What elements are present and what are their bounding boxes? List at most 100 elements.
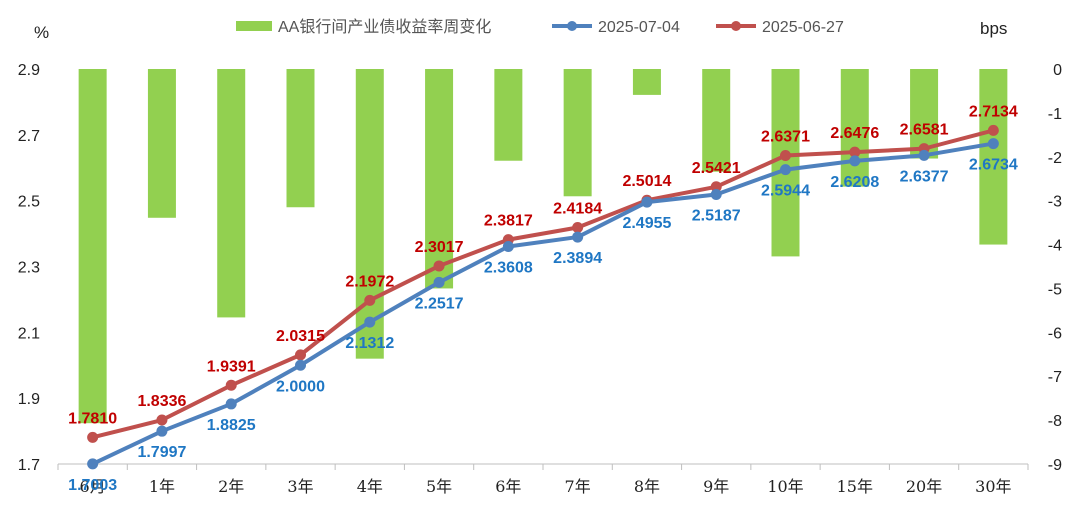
legend-label-0704: 2025-07-04 <box>598 19 680 36</box>
label-0627-5: 2.3017 <box>415 239 464 256</box>
right-tick-label-9: 0 <box>1053 62 1062 79</box>
label-0627-4: 2.1972 <box>345 273 394 290</box>
point-0704-3 <box>295 359 306 371</box>
point-0627-2 <box>225 379 237 391</box>
point-0704-1 <box>156 425 168 437</box>
point-0704-8 <box>641 196 653 208</box>
point-0704-5 <box>433 276 445 288</box>
point-0704-11 <box>849 155 861 167</box>
line-series <box>87 124 999 470</box>
line-0704 <box>91 141 994 466</box>
legend: AA银行间产业债收益率周变化 2025-07-04 2025-06-27 <box>236 18 844 36</box>
point-0704-10 <box>780 164 791 176</box>
bar-7 <box>563 69 592 197</box>
label-0704-4: 2.1312 <box>345 335 394 352</box>
x-tick-label-13: 30年 <box>975 477 1011 496</box>
label-0627-3: 2.0315 <box>276 328 325 345</box>
label-0704-11: 2.6208 <box>830 174 879 191</box>
label-0704-8: 2.4955 <box>622 215 671 232</box>
point-0627-4 <box>364 294 376 306</box>
bar-3 <box>286 69 315 208</box>
label-0627-9: 2.5421 <box>692 160 741 177</box>
label-0627-2: 1.9391 <box>207 358 256 375</box>
legend-marker-0704 <box>567 21 577 31</box>
x-tick-label-8: 8年 <box>634 477 660 496</box>
left-tick-label-4: 2.5 <box>18 194 40 211</box>
label-0627-6: 2.3817 <box>484 213 533 230</box>
bar-4 <box>355 69 384 359</box>
point-0704-13 <box>987 138 999 150</box>
bar-13 <box>979 69 1008 245</box>
legend-swatch-bar <box>236 21 272 31</box>
x-tick-label-12: 20年 <box>906 477 942 496</box>
point-0627-3 <box>295 349 306 361</box>
left-tick-label-0: 1.7 <box>18 457 40 474</box>
right-tick-label-5: -4 <box>1048 238 1062 255</box>
label-0704-2: 1.8825 <box>207 417 256 434</box>
point-0627-5 <box>433 260 445 272</box>
bar-0 <box>78 69 107 424</box>
label-0627-7: 2.4184 <box>553 201 602 218</box>
label-0704-7: 2.3894 <box>553 250 602 267</box>
axes: 6月 1年 2年 3年 4年 5年 6年 7年 8年 9年 10年 15年 20年 30年 1.7 1.9 2.… <box>18 62 1062 496</box>
bar-9 <box>702 69 731 172</box>
bar-5 <box>425 69 454 289</box>
label-0627-11: 2.6476 <box>830 125 879 142</box>
point-0704-7 <box>572 231 584 243</box>
label-0704-0: 1.7003 <box>68 477 117 494</box>
point-0627-0 <box>87 431 99 443</box>
left-tick-label-2: 2.1 <box>18 325 40 342</box>
label-0704-1: 1.7997 <box>137 444 186 461</box>
right-tick-label-6: -3 <box>1048 194 1062 211</box>
legend-marker-0627 <box>731 21 741 31</box>
point-0627-7 <box>572 222 584 234</box>
bar-8 <box>632 69 661 95</box>
x-tick-label-4: 4年 <box>357 477 383 496</box>
left-axis-unit: % <box>34 23 49 42</box>
point-0704-12 <box>918 149 930 161</box>
point-0627-1 <box>156 414 168 426</box>
left-tick-label-5: 2.7 <box>18 128 40 145</box>
x-tick-label-6: 6年 <box>495 477 521 496</box>
left-tick-label-1: 1.9 <box>18 391 40 408</box>
right-tick-label-8: -1 <box>1048 106 1062 123</box>
right-tick-label-2: -7 <box>1048 369 1062 386</box>
data-labels: 1.7810 1.8336 1.9391 2.0315 2.1972 2.3017 2.38… <box>68 103 1018 493</box>
label-0704-5: 2.2517 <box>415 295 464 312</box>
line-0627 <box>92 128 994 440</box>
point-0627-13 <box>987 124 999 136</box>
label-0627-13: 2.7134 <box>969 103 1018 120</box>
left-tick-label-3: 2.3 <box>18 260 40 277</box>
right-tick-label-7: -2 <box>1048 150 1062 167</box>
x-tick-label-2: 2年 <box>218 477 244 496</box>
bar-1 <box>147 69 176 218</box>
bar-11 <box>840 69 869 187</box>
bar-2 <box>217 69 246 318</box>
legend-label-bar: AA银行间产业债收益率周变化 <box>278 18 491 36</box>
point-0704-6 <box>502 240 514 252</box>
label-0627-0: 1.7810 <box>68 410 117 427</box>
label-0704-12: 2.6377 <box>900 168 949 185</box>
x-tick-label-0: 6月 <box>80 477 106 496</box>
point-0704-2 <box>225 398 237 410</box>
x-tick-label-1: 1年 <box>149 477 175 496</box>
right-axis-unit: bps <box>980 19 1007 38</box>
x-tick-label-3: 3年 <box>287 477 313 496</box>
right-tick-label-3: -6 <box>1048 325 1062 342</box>
right-tick-label-0: -9 <box>1048 457 1062 474</box>
label-0627-1: 1.8336 <box>137 393 186 410</box>
x-tick-label-10: 10年 <box>767 477 803 496</box>
point-0704-9 <box>710 189 722 201</box>
point-0627-11 <box>849 146 861 158</box>
left-tick-label-6: 2.9 <box>18 62 40 79</box>
label-0627-10: 2.6371 <box>761 129 810 146</box>
point-0704-4 <box>364 316 376 328</box>
label-0627-12: 2.6581 <box>900 122 949 139</box>
point-0627-9 <box>710 181 722 193</box>
x-tick-label-5: 5年 <box>426 477 452 496</box>
label-0704-13: 2.6734 <box>969 157 1018 174</box>
bar-6 <box>494 69 523 161</box>
right-tick-label-4: -5 <box>1048 281 1062 298</box>
label-0704-10: 2.5944 <box>761 183 810 200</box>
bar-series <box>78 69 1008 424</box>
